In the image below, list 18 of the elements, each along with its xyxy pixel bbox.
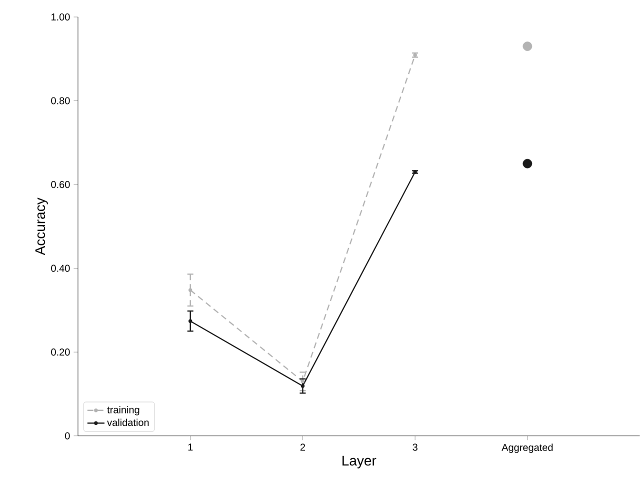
point	[300, 384, 305, 388]
y-tick-label: 0.40	[51, 264, 70, 272]
x-tick-label: Aggregated	[502, 444, 553, 454]
y-tick-label: 0.20	[51, 348, 70, 356]
x-tick-label: 2	[300, 444, 305, 451]
y-axis-title: Accuracy	[35, 198, 48, 256]
y-tick-label: 0.80	[51, 97, 70, 104]
x-axis-title: Layer	[342, 456, 376, 468]
point	[300, 380, 305, 384]
y-tick-label: 1.00	[51, 14, 70, 21]
x-tick-label: 3	[412, 444, 418, 451]
point	[188, 319, 192, 324]
y-tick-label: 0.60	[51, 181, 70, 188]
legend-label: validation	[107, 418, 149, 426]
x-tick-label: 1	[188, 444, 193, 451]
legend-label: training	[107, 406, 140, 416]
y-tick-label: 0	[65, 432, 70, 440]
point	[188, 288, 192, 292]
